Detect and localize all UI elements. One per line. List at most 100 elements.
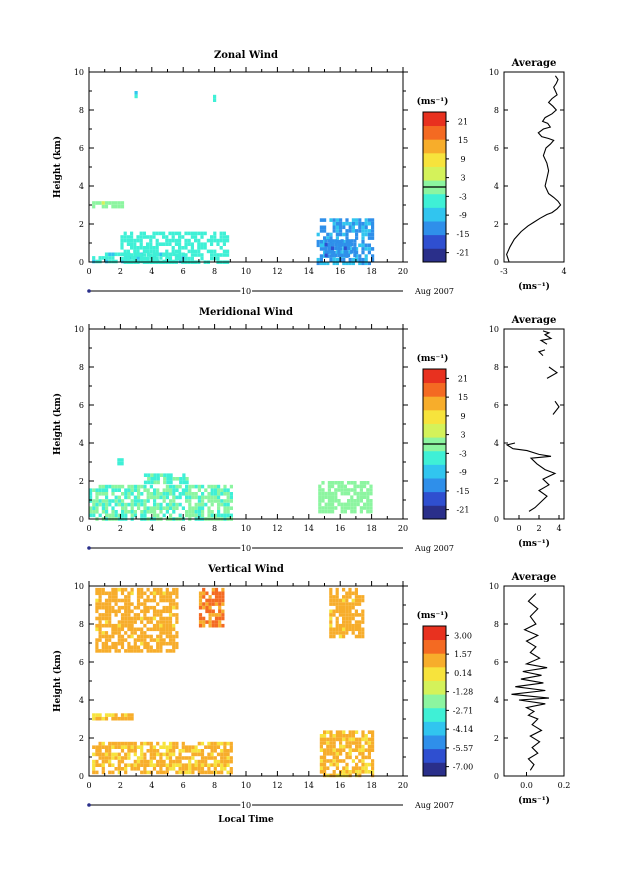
heatmap-cell	[92, 502, 96, 507]
heatmap-cell	[340, 481, 344, 485]
heatmap-cell	[226, 238, 230, 243]
heatmap-cell	[369, 509, 373, 514]
heatmap-cell	[159, 495, 163, 500]
heatmap-cell	[355, 229, 359, 233]
x-tick-label: 2	[118, 524, 123, 533]
heatmap-cell	[114, 204, 118, 209]
heatmap-cell	[326, 766, 330, 770]
heatmap-cell	[108, 502, 112, 507]
heatmap-cell	[159, 616, 163, 621]
heatmap-cell	[319, 254, 323, 258]
heatmap-cell	[159, 745, 163, 749]
heatmap-cell	[101, 488, 105, 492]
heatmap-cell	[159, 492, 163, 496]
heatmap-cell	[327, 246, 331, 250]
average-y-tick-label: 2	[494, 477, 499, 486]
heatmap-cell	[117, 763, 121, 767]
heatmap-cell	[345, 605, 349, 610]
heatmap-cell	[332, 598, 336, 603]
heatmap-cell	[355, 744, 359, 749]
average-y-tick-label: 2	[494, 220, 499, 229]
heatmap-cell	[175, 587, 179, 592]
heatmap-cell	[329, 620, 333, 624]
heatmap-cell	[162, 513, 166, 518]
heatmap-cell	[342, 605, 346, 610]
heatmap-cell	[152, 231, 156, 236]
heatmap-cell	[178, 763, 182, 767]
heatmap-cell	[172, 638, 176, 642]
heatmap-cell	[168, 752, 173, 757]
heatmap-cell	[101, 631, 105, 635]
heatmap-cell	[184, 246, 188, 250]
heatmap-cell	[188, 770, 192, 775]
colorbar-tick-label: 21	[458, 117, 468, 126]
heatmap-cell	[210, 749, 214, 753]
heatmap-cell	[359, 506, 363, 510]
heatmap-cell	[204, 763, 208, 767]
heatmap-cell	[165, 587, 169, 592]
heatmap-cell	[155, 242, 159, 246]
heatmap-cell	[172, 641, 176, 646]
heatmap-cell	[184, 763, 189, 767]
heatmap-cell	[335, 225, 339, 230]
heatmap-cell	[371, 225, 375, 230]
heatmap-cell	[208, 595, 212, 599]
heatmap-cell	[175, 595, 179, 599]
heatmap-cell	[174, 238, 178, 243]
heatmap-cell	[207, 484, 211, 489]
heatmap-cell	[105, 502, 109, 507]
heatmap-cell	[364, 741, 368, 745]
heatmap-cell	[335, 232, 339, 237]
heatmap-cell	[111, 513, 115, 518]
heatmap-cell	[98, 595, 102, 599]
heatmap-cell	[159, 641, 163, 646]
heatmap-cell	[366, 495, 370, 499]
heatmap-cell	[361, 734, 365, 738]
heatmap-cell	[214, 613, 219, 617]
heatmap-cell	[332, 218, 336, 222]
heatmap-cell	[202, 595, 206, 599]
heatmap-cell	[221, 591, 225, 596]
heatmap-cell	[343, 506, 347, 510]
heatmap-cell	[366, 502, 370, 507]
heatmap-cell	[350, 495, 354, 499]
heatmap-cell	[345, 766, 349, 770]
heatmap-cell	[114, 645, 118, 650]
heatmap-cell	[168, 627, 173, 632]
heatmap-cell	[185, 513, 189, 518]
heatmap-cell	[326, 236, 330, 240]
heatmap-cell	[156, 591, 160, 596]
heatmap-cell	[172, 634, 176, 639]
heatmap-cell	[169, 484, 173, 489]
heatmap-cell	[168, 749, 173, 753]
heatmap-cell	[143, 506, 147, 510]
heatmap-cell	[133, 616, 137, 621]
heatmap-cell	[229, 749, 233, 753]
heatmap-cell	[172, 767, 176, 771]
date-label: Aug 2007	[414, 287, 454, 296]
heatmap-cell	[175, 616, 179, 621]
heatmap-cell	[95, 605, 99, 610]
heatmap-cell	[337, 246, 341, 250]
date-marker-label: 10	[241, 544, 251, 553]
colorbar-segment	[423, 653, 446, 668]
heatmap-cell	[319, 759, 323, 763]
heatmap-cell	[329, 591, 333, 596]
heatmap-cell	[156, 609, 160, 614]
heatmap-cell	[351, 734, 355, 738]
heatmap-cell	[143, 480, 148, 485]
heatmap-cell	[174, 242, 178, 246]
heatmap-cell	[146, 627, 150, 632]
heatmap-cell	[162, 506, 166, 510]
heatmap-cell	[361, 243, 365, 248]
heatmap-cell	[355, 730, 359, 734]
heatmap-cell	[140, 631, 144, 635]
heatmap-cell	[155, 246, 159, 250]
heatmap-cell	[178, 246, 182, 250]
heatmap-cell	[98, 591, 102, 596]
heatmap-cell	[319, 741, 323, 745]
heatmap-cell	[127, 616, 131, 621]
heatmap-cell	[342, 595, 346, 599]
heatmap-cell	[175, 506, 179, 510]
heatmap-cell	[155, 238, 159, 243]
